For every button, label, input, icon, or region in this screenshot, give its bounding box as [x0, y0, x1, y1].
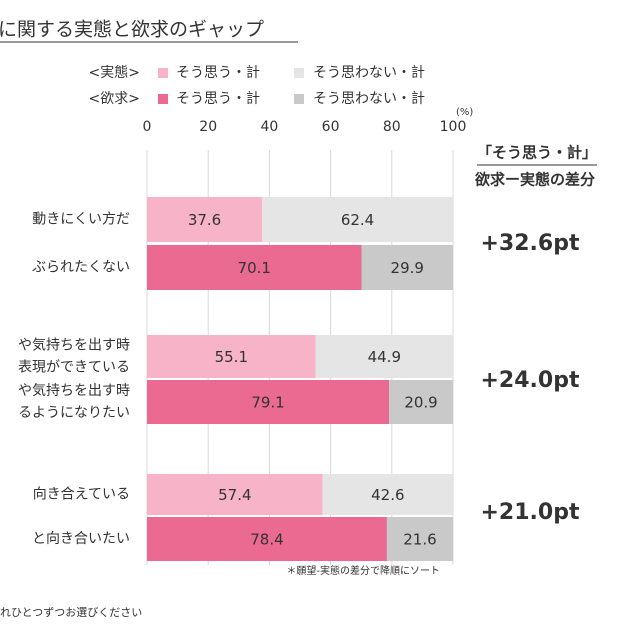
- bar-segment: [315, 335, 453, 378]
- x-tick-label: 100: [440, 119, 467, 135]
- data-label: 55.1: [215, 348, 248, 366]
- category-label: や気持ちを出す時: [18, 338, 130, 354]
- category-label: と向き合いたい: [32, 531, 130, 547]
- legend-label: そう思う・計: [176, 65, 260, 81]
- data-label: 44.9: [368, 348, 401, 366]
- category-label: や気持ちを出す時: [18, 383, 130, 399]
- difference-label: +21.0pt: [481, 500, 580, 525]
- difference-label: +24.0pt: [481, 368, 580, 393]
- unit-label: (%): [456, 107, 473, 118]
- bar-segment: [147, 335, 316, 378]
- diff-title: 「そう思う・計」: [477, 144, 597, 162]
- bar-segment: [386, 517, 453, 561]
- difference-label: +32.6pt: [481, 231, 580, 256]
- data-label: 78.4: [250, 531, 283, 549]
- legend-group: <実態>: [89, 65, 140, 81]
- x-tick-label: 60: [322, 119, 340, 135]
- data-label: 57.4: [218, 486, 251, 504]
- category-label: 表現ができている: [18, 360, 130, 376]
- bar-segment: [322, 474, 453, 515]
- data-label: 20.9: [404, 394, 437, 412]
- bar-segment: [389, 380, 453, 424]
- data-label: 70.1: [238, 259, 271, 277]
- category-label: 動きにくい方だ: [32, 212, 130, 228]
- data-label: 62.4: [341, 211, 374, 229]
- diff-title: 欲求ー実態の差分: [474, 171, 595, 189]
- legend-swatch: [294, 68, 304, 78]
- data-label: 37.6: [188, 211, 221, 229]
- legend-swatch: [294, 94, 304, 104]
- data-label: 42.6: [371, 486, 404, 504]
- chart-title: に関する実態と欲求のギャップ: [0, 19, 264, 41]
- legend-label: そう思わない・計: [313, 65, 425, 81]
- bar-segment: [147, 245, 362, 290]
- x-tick-label: 80: [383, 119, 401, 135]
- legend-swatch: [158, 94, 168, 104]
- bar-segment: [147, 380, 390, 424]
- x-tick-label: 20: [199, 119, 217, 135]
- data-label: 29.9: [391, 259, 424, 277]
- bar-segment: [147, 474, 323, 515]
- data-label: 21.6: [403, 531, 436, 549]
- note: ＊願望-実態の差分で降順にソート: [286, 564, 440, 577]
- footer: れひとつずつお選びください: [0, 606, 142, 619]
- x-tick-label: 0: [143, 119, 152, 135]
- legend-label: そう思う・計: [176, 91, 260, 107]
- category-label: ぶられたくない: [32, 260, 130, 276]
- legend-label: そう思わない・計: [313, 91, 425, 107]
- legend-swatch: [158, 68, 168, 78]
- bar-segment: [361, 245, 453, 290]
- bar-segment: [262, 197, 453, 242]
- category-label: 向き合えている: [33, 487, 130, 503]
- legend-group: <欲求>: [89, 91, 140, 107]
- x-tick-label: 40: [260, 119, 278, 135]
- bar-segment: [147, 517, 387, 561]
- bar-segment: [147, 197, 263, 242]
- category-label: るようになりたい: [18, 405, 130, 421]
- data-label: 79.1: [251, 394, 284, 412]
